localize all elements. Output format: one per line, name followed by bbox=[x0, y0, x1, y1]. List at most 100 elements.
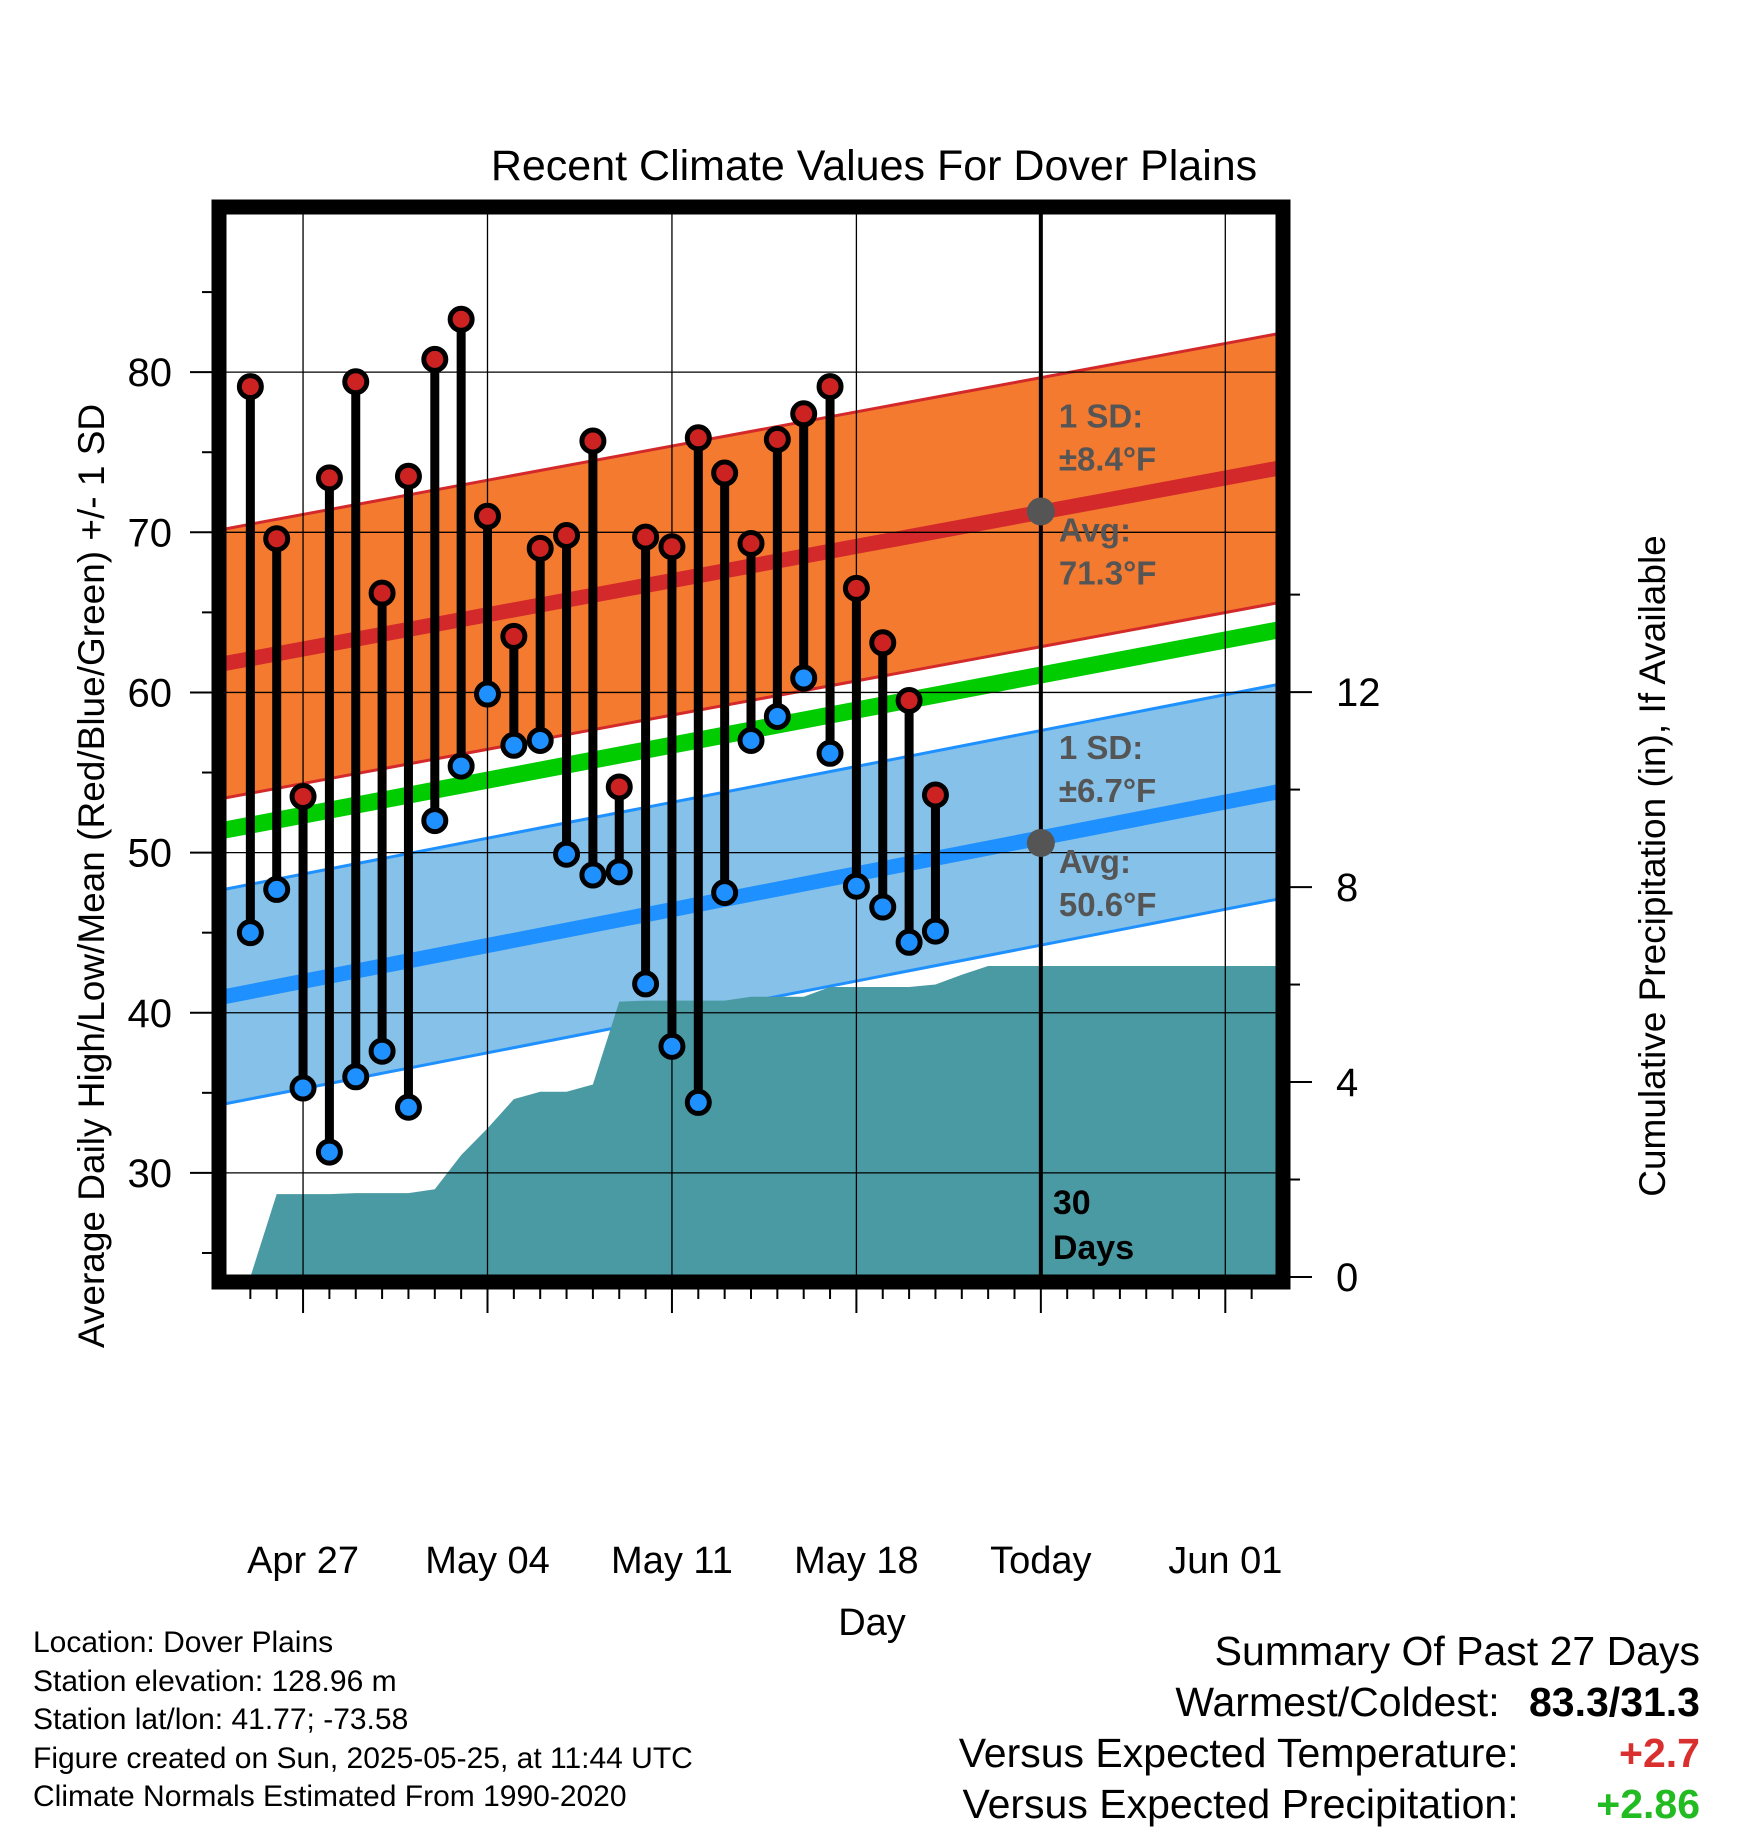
daily-low-point bbox=[816, 739, 844, 767]
daily-low-point bbox=[263, 875, 291, 903]
daily-low-point bbox=[394, 1093, 422, 1121]
daily-low-point bbox=[342, 1063, 370, 1091]
daily-high-point bbox=[342, 368, 370, 396]
daily-low-point bbox=[579, 861, 607, 889]
daily-high-point bbox=[526, 534, 554, 562]
low-sd-value: ±6.7°F bbox=[1059, 772, 1156, 809]
y-tick-label: 40 bbox=[128, 992, 173, 1036]
normals-text: Climate Normals Estimated From 1990-2020 bbox=[33, 1780, 627, 1813]
precip-departure-row: Versus Expected Precipitation: +2.86 bbox=[959, 1779, 1701, 1830]
y-tick-label: 80 bbox=[128, 351, 173, 395]
precipitation-area bbox=[250, 966, 1278, 1277]
low-today-avg-dot bbox=[1026, 828, 1055, 857]
daily-high-point bbox=[553, 522, 581, 550]
daily-high-point bbox=[737, 530, 765, 558]
y-right-tick-label: 4 bbox=[1336, 1061, 1358, 1105]
x-tick-label: May 11 bbox=[611, 1540, 733, 1582]
daily-high-point bbox=[605, 773, 633, 801]
summary-panel: Summary Of Past 27 Days Warmest/Coldest:… bbox=[959, 1626, 1700, 1830]
daily-low-point bbox=[737, 726, 765, 754]
daily-low-point bbox=[684, 1088, 712, 1116]
daily-low-point bbox=[605, 858, 633, 886]
daily-low-point bbox=[421, 807, 449, 835]
precip-departure-value: +2.86 bbox=[1596, 1781, 1700, 1827]
precip-departure-label: Versus Expected Precipitation: bbox=[962, 1781, 1519, 1827]
temp-departure-label: Versus Expected Temperature: bbox=[958, 1730, 1519, 1776]
daily-low-point bbox=[869, 893, 897, 921]
daily-low-point bbox=[632, 970, 660, 998]
days-count-label: 30 bbox=[1053, 1184, 1091, 1222]
daily-high-point bbox=[842, 574, 870, 602]
daily-high-point bbox=[895, 686, 923, 714]
y-axis-label-right: Cumulative Precipitation (in), If Availa… bbox=[1632, 535, 1673, 1197]
daily-high-point bbox=[921, 781, 949, 809]
high-today-avg-dot bbox=[1026, 497, 1055, 526]
daily-low-point bbox=[763, 702, 791, 730]
daily-high-point bbox=[394, 462, 422, 490]
daily-high-point bbox=[684, 424, 712, 452]
daily-low-point bbox=[526, 726, 554, 754]
daily-high-point bbox=[790, 400, 818, 428]
high-avg-value: 71.3°F bbox=[1059, 554, 1157, 591]
x-axis-label: Day bbox=[838, 1602, 906, 1644]
y-right-tick-label: 8 bbox=[1336, 866, 1358, 910]
daily-high-point bbox=[263, 525, 291, 553]
daily-high-point bbox=[236, 373, 264, 401]
daily-high-point bbox=[763, 425, 791, 453]
daily-high-point bbox=[289, 783, 317, 811]
daily-high-point bbox=[500, 622, 528, 650]
daily-low-point bbox=[447, 752, 475, 780]
daily-low-point bbox=[921, 917, 949, 945]
location-text: Location: Dover Plains bbox=[33, 1626, 334, 1659]
x-tick-label: Today bbox=[990, 1540, 1091, 1582]
daily-low-point bbox=[842, 872, 870, 900]
y-right-tick-label: 0 bbox=[1336, 1256, 1358, 1300]
daily-low-point bbox=[553, 840, 581, 868]
warmest-coldest-label: Warmest/Coldest: bbox=[1175, 1679, 1500, 1725]
x-tick-label: May 04 bbox=[425, 1540, 550, 1582]
daily-low-point bbox=[895, 928, 923, 956]
station-info: Location: Dover Plains Station elevation… bbox=[33, 1624, 693, 1817]
low-avg-value: 50.6°F bbox=[1059, 886, 1157, 923]
normal-low-mean-line bbox=[224, 784, 1278, 1005]
daily-low-point bbox=[658, 1032, 686, 1060]
daily-low-point bbox=[474, 680, 501, 708]
temp-departure-row: Versus Expected Temperature: +2.7 bbox=[959, 1728, 1700, 1779]
daily-low-point bbox=[790, 664, 818, 692]
y-axis-label-left: Average Daily High/Low/Mean (Red/Blue/Gr… bbox=[71, 404, 112, 1348]
daily-high-point bbox=[447, 305, 475, 333]
plot-frame bbox=[211, 199, 1291, 1290]
normal-high-upper-edge bbox=[224, 332, 1278, 531]
daily-low-point bbox=[315, 1138, 343, 1166]
days-unit-label: Days bbox=[1053, 1229, 1134, 1267]
latlon-text: Station lat/lon: 41.77; -73.58 bbox=[33, 1703, 409, 1736]
chart-title: Recent Climate Values For Dover Plains bbox=[491, 142, 1257, 190]
daily-high-point bbox=[632, 523, 660, 551]
daily-low-point bbox=[711, 879, 739, 907]
high-avg-label: Avg: bbox=[1059, 511, 1131, 548]
plot-area: 1 SD: ±8.4°F Avg: 71.3°F 1 SD: ±6.7°F Avg: 50.6… bbox=[128, 199, 1381, 1582]
daily-low-point bbox=[500, 731, 528, 759]
high-sd-value: ±8.4°F bbox=[1059, 440, 1156, 477]
low-avg-label: Avg: bbox=[1059, 843, 1131, 880]
daily-high-point bbox=[421, 345, 449, 373]
warmest-coldest-row: Warmest/Coldest: 83.3/31.3 bbox=[959, 1677, 1700, 1728]
low-sd-label: 1 SD: bbox=[1059, 729, 1143, 766]
daily-high-point bbox=[315, 464, 343, 492]
daily-low-point bbox=[368, 1037, 396, 1065]
daily-high-point bbox=[816, 373, 844, 401]
daily-high-point bbox=[474, 502, 501, 530]
normal-low-upper-edge bbox=[224, 682, 1278, 891]
y-tick-label: 70 bbox=[128, 511, 173, 555]
y-right-tick-label: 12 bbox=[1336, 671, 1381, 715]
y-tick-label: 60 bbox=[128, 671, 173, 715]
temp-departure-value: +2.7 bbox=[1619, 1730, 1700, 1776]
daily-high-point bbox=[869, 629, 897, 657]
daily-low-point bbox=[236, 919, 264, 947]
daily-high-point bbox=[579, 427, 607, 455]
warmest-coldest-value: 83.3/31.3 bbox=[1529, 1679, 1700, 1725]
x-tick-label: Apr 27 bbox=[247, 1540, 359, 1582]
y-tick-label: 50 bbox=[128, 832, 173, 876]
elevation-text: Station elevation: 128.96 m bbox=[33, 1664, 397, 1698]
